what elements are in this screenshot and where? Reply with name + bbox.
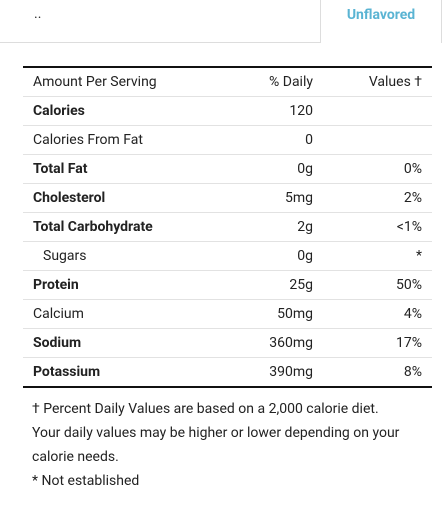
nutrient-row: Protein 25g 50%: [23, 270, 432, 300]
cell: Protein: [23, 270, 203, 300]
cell: 25g: [203, 270, 323, 300]
cell: 50%: [323, 270, 432, 300]
header-cell: Amount Per Serving: [23, 66, 203, 97]
footnote: * Not established: [32, 473, 140, 489]
nutrient-row: Total Carbohydrate 2g <1%: [23, 212, 432, 242]
nutrient-row: Calories 120: [23, 96, 432, 126]
cell: 5mg: [203, 183, 323, 213]
cell: 0: [203, 125, 323, 155]
cell: Total Fat: [23, 154, 203, 184]
cell: Calcium: [23, 299, 203, 329]
footnote: † Percent Daily Values are based on a 2,…: [32, 401, 400, 465]
cell: 50mg: [203, 299, 323, 329]
cell: 4%: [323, 299, 432, 329]
cell: Potassium: [23, 357, 203, 387]
cell: 8%: [323, 357, 432, 387]
cell: [323, 96, 432, 126]
cell: Sodium: [23, 328, 203, 358]
header-cell: % Daily: [203, 66, 323, 97]
nutrient-row: Cholesterol 5mg 2%: [23, 183, 432, 213]
cell: 120: [203, 96, 323, 126]
tab[interactable]: Unflavored: [320, 0, 442, 43]
cell: 0g: [203, 154, 323, 184]
cell: *: [323, 241, 432, 271]
cell: Sugars: [23, 241, 203, 271]
cell: 0g: [203, 241, 323, 271]
header-row: Amount Per Serving% Daily Values †: [23, 66, 432, 97]
tab-bar: .. Unflavored: [0, 0, 442, 43]
cell: Calories: [23, 96, 203, 126]
cell: 2g: [203, 212, 323, 242]
cell: [323, 125, 432, 155]
cell: Cholesterol: [23, 183, 203, 213]
nutrient-row: Total Fat 0g 0%: [23, 154, 432, 184]
header-cell: Values †: [323, 66, 432, 97]
nutrient-row: Potassium 390mg 8%: [23, 357, 432, 387]
nutrient-row: Calories From Fat 0: [23, 125, 432, 155]
cell: Calories From Fat: [23, 125, 203, 155]
breadcrumb: ..: [0, 0, 320, 43]
cell: <1%: [323, 212, 432, 242]
cell: 17%: [323, 328, 432, 358]
nutrient-row: Sugars 0g *: [23, 241, 432, 271]
nutrient-row: Calcium 50mg 4%: [23, 299, 432, 329]
nutrition-table: Amount Per Serving% Daily Values † Calorie…: [23, 66, 432, 388]
cell: 390mg: [203, 357, 323, 387]
footnotes: † Percent Daily Values are based on a 2,…: [32, 397, 402, 493]
nutrient-row: Sodium 360mg 17%: [23, 328, 432, 358]
cell: 2%: [323, 183, 432, 213]
cell: 360mg: [203, 328, 323, 358]
cell: Total Carbohydrate: [23, 212, 203, 242]
cell: 0%: [323, 154, 432, 184]
breadcrumb-text[interactable]: ..: [34, 6, 42, 22]
